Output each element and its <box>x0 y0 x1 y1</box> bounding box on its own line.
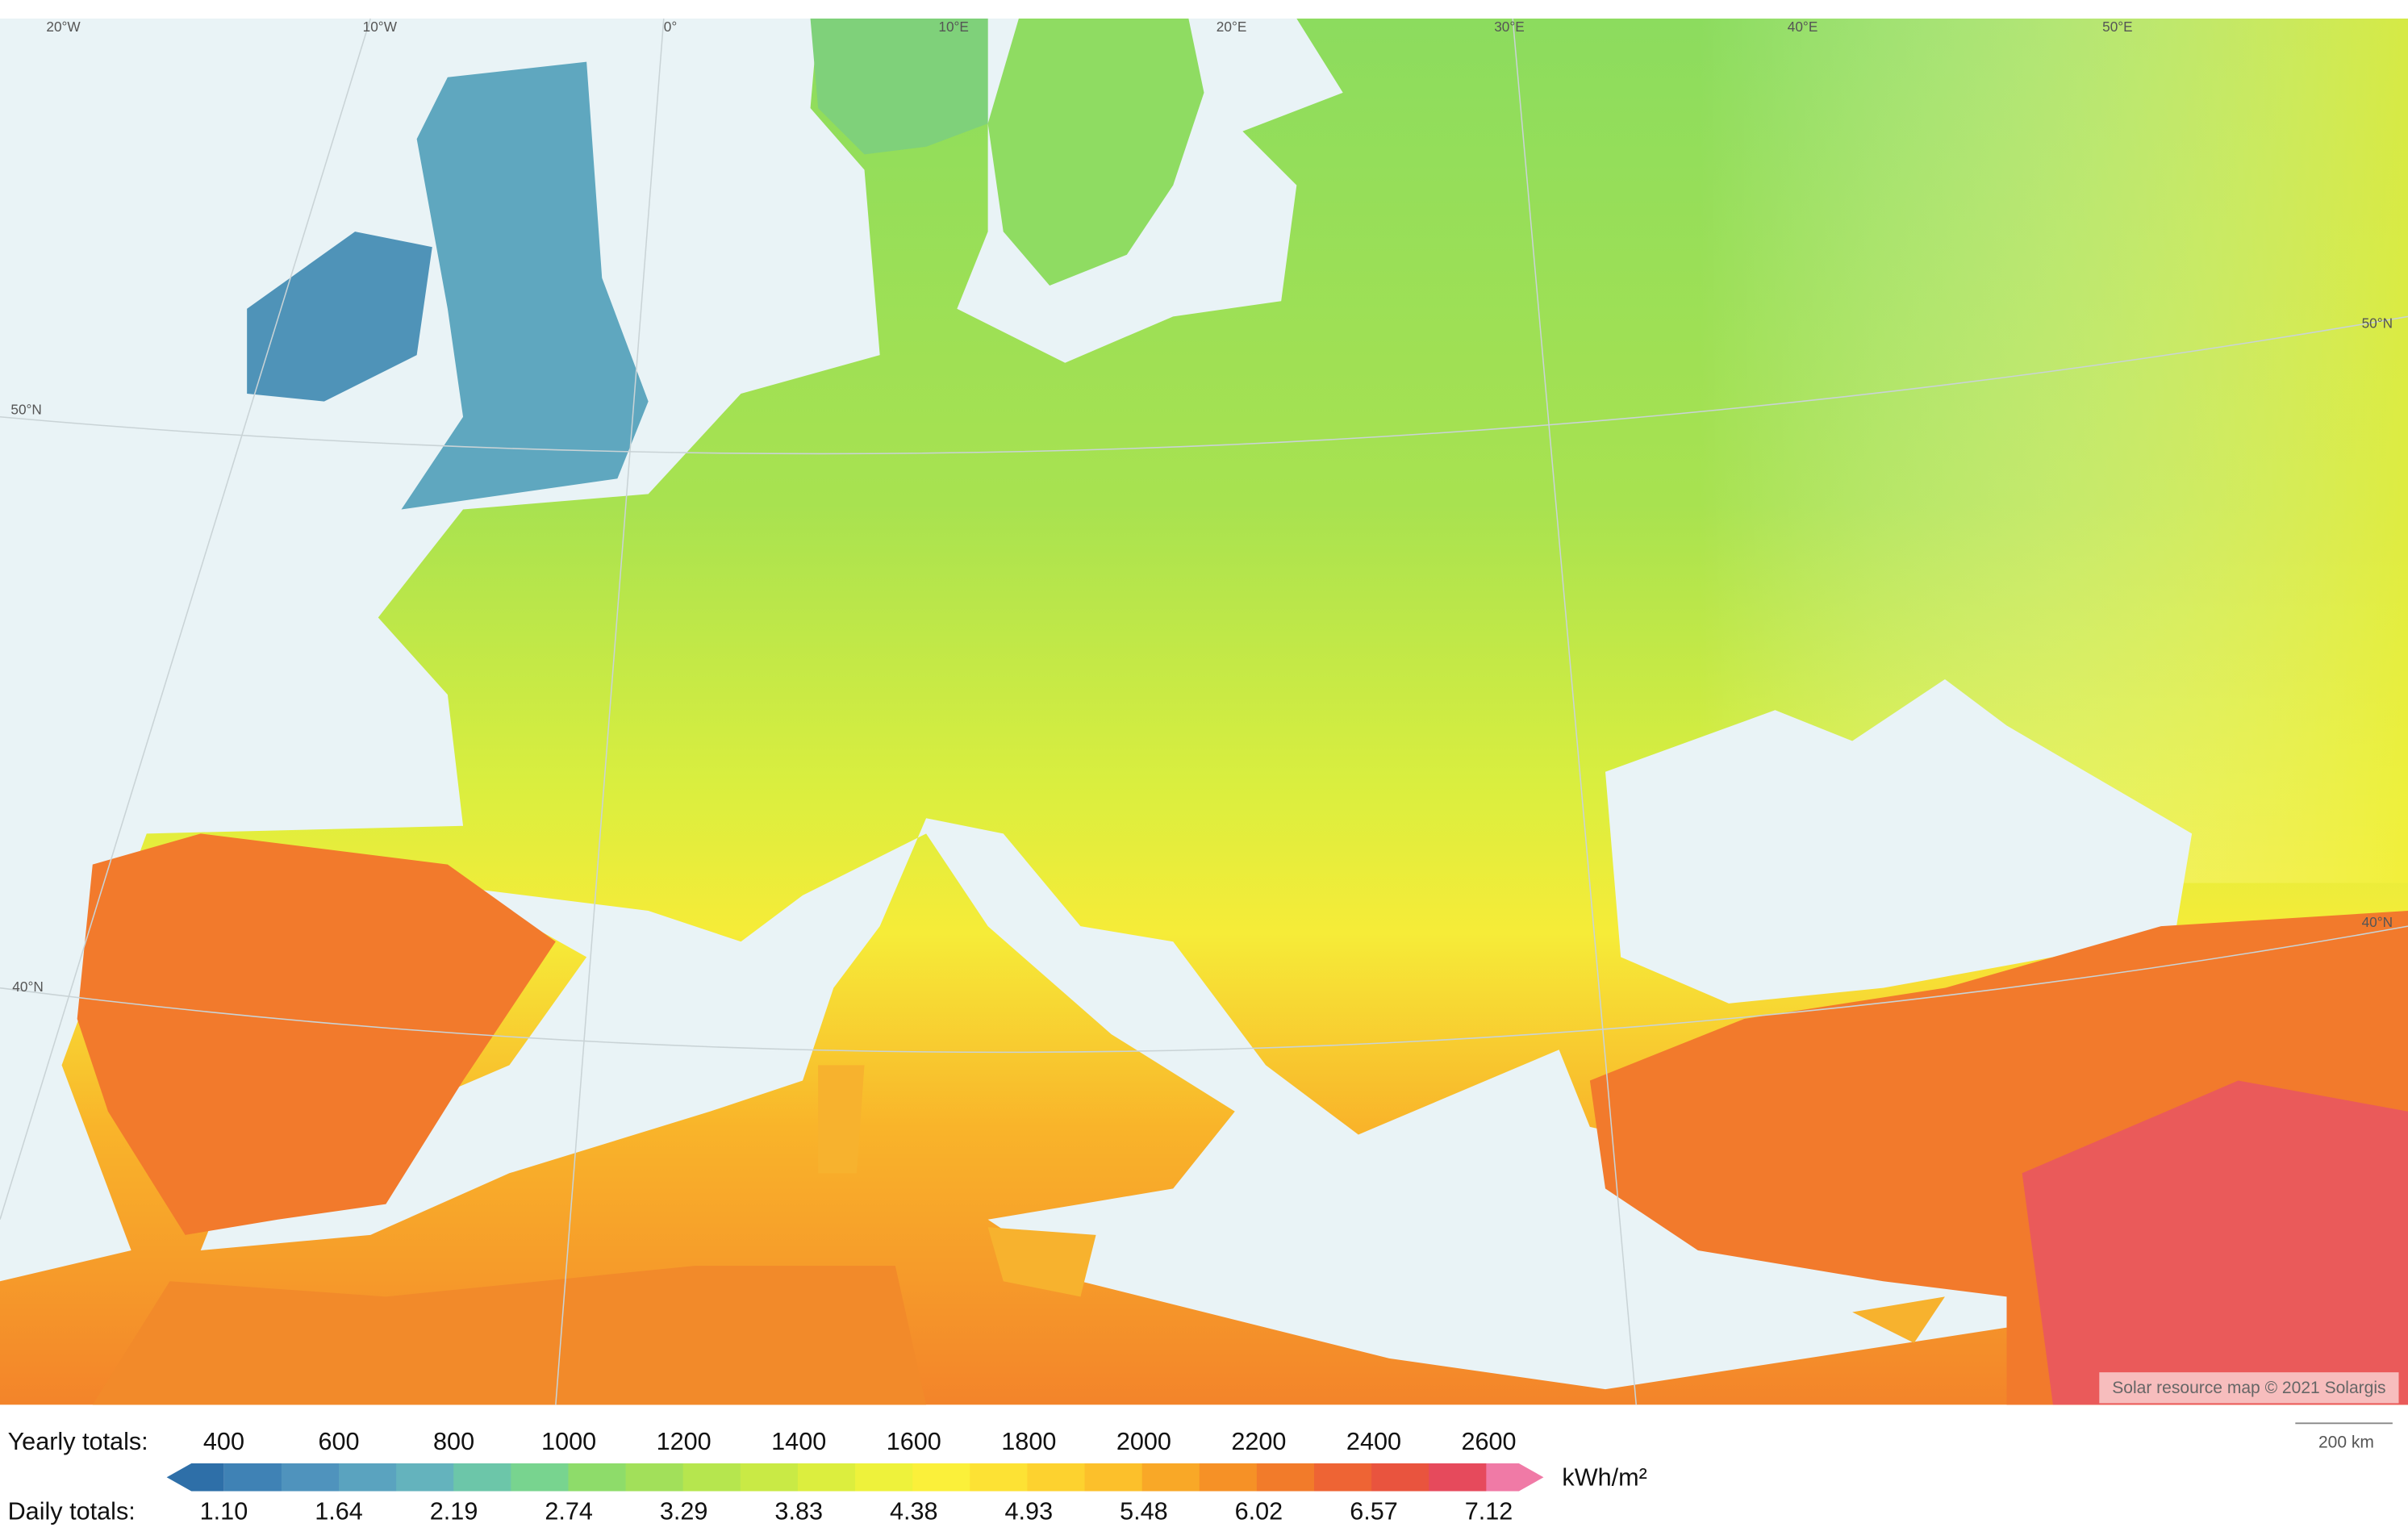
yearly-value: 1800 <box>1001 1428 1056 1455</box>
north-africa <box>92 1266 927 1405</box>
daily-label: Daily totals: <box>8 1497 136 1525</box>
graticule <box>0 925 2408 1054</box>
graticule <box>1512 18 1638 1405</box>
legend-swatch <box>1371 1463 1430 1492</box>
black-sea <box>1605 678 2193 1004</box>
legend-swatch <box>1313 1463 1373 1492</box>
daily-value: 5.48 <box>1120 1497 1168 1525</box>
levant <box>2022 1080 2408 1405</box>
daily-value: 6.02 <box>1235 1497 1283 1525</box>
legend-swatch <box>1199 1463 1258 1492</box>
legend-swatch <box>1141 1463 1200 1492</box>
daily-value: 4.93 <box>1005 1497 1054 1525</box>
iberia <box>77 833 556 1235</box>
yearly-value: 2000 <box>1116 1428 1171 1455</box>
legend-swatch <box>453 1463 512 1492</box>
longitude-label: 20°W <box>46 19 81 35</box>
longitude-label: 10°E <box>938 19 969 35</box>
longitude-label: 0° <box>664 19 677 35</box>
legend-swatch <box>625 1463 684 1492</box>
legend-swatch <box>912 1463 971 1492</box>
legend-swatch <box>339 1463 398 1492</box>
daily-value: 3.29 <box>660 1497 708 1525</box>
legend-swatch <box>970 1463 1029 1492</box>
graticule <box>0 18 371 1220</box>
daily-value: 2.74 <box>545 1497 593 1525</box>
legend-swatch <box>568 1463 627 1492</box>
sweden <box>987 19 1204 286</box>
yearly-value: 1600 <box>887 1428 941 1455</box>
longitude-label: 20°E <box>1217 19 1247 35</box>
yearly-value: 1200 <box>657 1428 712 1455</box>
legend-swatch <box>682 1463 741 1492</box>
legend-swatch <box>740 1463 799 1492</box>
attribution: Solar resource map © 2021 Solargis <box>2112 1379 2385 1397</box>
yearly-value: 1000 <box>541 1428 596 1455</box>
yearly-label: Yearly totals: <box>8 1428 148 1455</box>
graticule <box>555 18 665 1405</box>
daily-value: 1.64 <box>315 1497 363 1525</box>
daily-value: 2.19 <box>430 1497 478 1525</box>
graticule <box>0 315 2408 455</box>
yearly-value: 800 <box>433 1428 474 1455</box>
legend-swatch <box>1084 1463 1143 1492</box>
daily-value: 1.10 <box>200 1497 248 1525</box>
longitude-label: 40°E <box>1788 19 1818 35</box>
scale-bar-label: 200 km <box>2318 1434 2374 1452</box>
yearly-value: 2400 <box>1346 1428 1401 1455</box>
attribution-box <box>2099 1372 2399 1404</box>
longitude-label: 30°E <box>1494 19 1525 35</box>
yearly-value: 1400 <box>771 1428 826 1455</box>
legend-swatch <box>1429 1463 1488 1492</box>
yearly-value: 600 <box>318 1428 359 1455</box>
legend-swatch <box>511 1463 570 1492</box>
legend-swatch <box>797 1463 857 1492</box>
legend-swatch <box>166 1463 224 1492</box>
latitude-label: 40°N <box>2362 914 2393 930</box>
unit: kWh/m² <box>1562 1463 1646 1491</box>
legend: Yearly totals: Daily totals: kWh/m² 400 6… <box>8 1428 1647 1525</box>
yearly-value: 400 <box>203 1428 244 1455</box>
legend-swatch <box>396 1463 455 1492</box>
legend-swatch <box>1027 1463 1086 1492</box>
latitude-label: 50°N <box>10 402 41 418</box>
yearly-value: 2200 <box>1231 1428 1286 1455</box>
legend-swatch <box>1256 1463 1315 1492</box>
legend-swatch <box>223 1463 282 1492</box>
daily-value: 6.57 <box>1350 1497 1398 1525</box>
latitude-label: 50°N <box>2362 315 2393 331</box>
legend-swatch <box>1486 1463 1544 1492</box>
mediterranean <box>200 818 2022 1390</box>
latitude-label: 40°N <box>12 979 43 995</box>
daily-value: 7.12 <box>1465 1497 1513 1525</box>
atlantic <box>0 19 880 1282</box>
yearly-value: 2600 <box>1461 1428 1516 1455</box>
ireland <box>247 232 432 402</box>
legend-swatch <box>281 1463 340 1492</box>
norway <box>810 19 988 155</box>
great-britain <box>401 61 649 510</box>
legend-swatch <box>855 1463 914 1492</box>
top-margin <box>0 0 2408 19</box>
longitude-label: 50°E <box>2102 19 2133 35</box>
longitude-label: 10°W <box>363 19 398 35</box>
map <box>0 0 2408 1405</box>
daily-value: 3.83 <box>774 1497 823 1525</box>
daily-value: 4.38 <box>890 1497 938 1525</box>
